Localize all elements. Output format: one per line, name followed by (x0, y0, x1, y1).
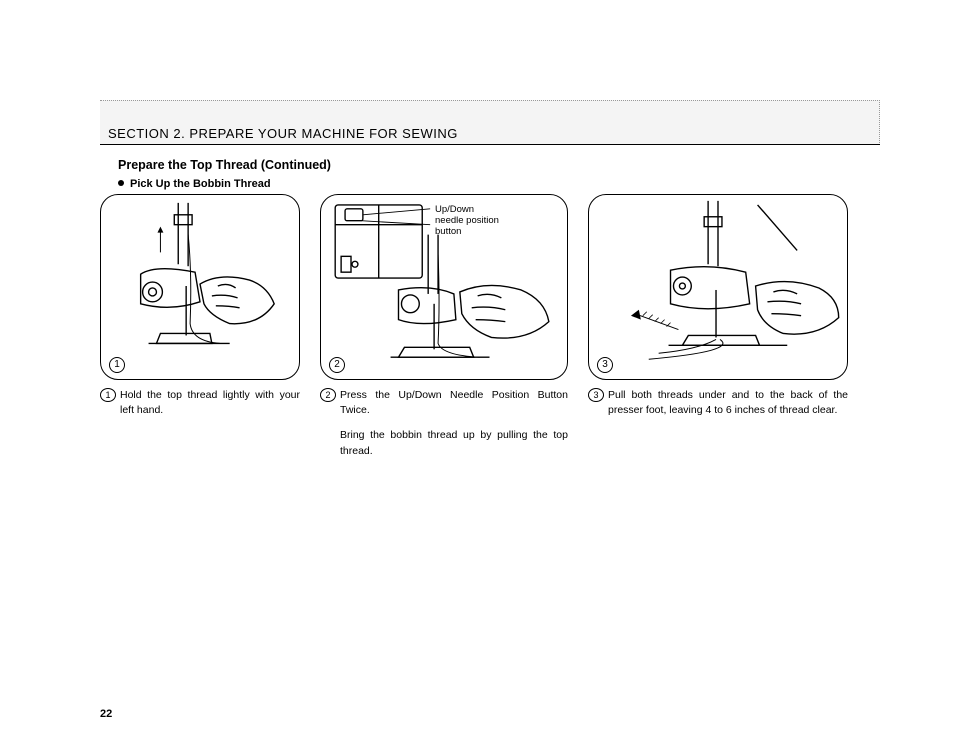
caption-3-number: 3 (588, 388, 604, 402)
bullet-text: Pick Up the Bobbin Thread (130, 178, 271, 190)
illustration-3-svg (589, 195, 847, 379)
panel-number-3: 3 (597, 357, 613, 373)
illustration-1-svg (101, 195, 299, 379)
subheading: Prepare the Top Thread (Continued) (118, 158, 331, 172)
bullet-heading: Pick Up the Bobbin Thread (118, 178, 271, 190)
caption-2b-text: Bring the bobbin thread up by pulling th… (320, 428, 568, 458)
caption-row: 1 Hold the top thread lightly with your … (100, 388, 880, 459)
section-title: SECTION 2. PREPARE YOUR MACHINE FOR SEWI… (108, 126, 458, 141)
caption-3: 3 Pull both threads under and to the bac… (588, 388, 848, 459)
page: SECTION 2. PREPARE YOUR MACHINE FOR SEWI… (0, 0, 954, 750)
caption-1: 1 Hold the top thread lightly with your … (100, 388, 300, 459)
illustration-3: 3 (588, 194, 848, 380)
illustration-1: 1 (100, 194, 300, 380)
panel-number-1: 1 (109, 357, 125, 373)
caption-2: 2 Press the Up/Down Needle Position Butt… (320, 388, 568, 459)
panel-number-2: 2 (329, 357, 345, 373)
illustration-row: 1 (100, 194, 880, 380)
caption-1-number: 1 (100, 388, 116, 402)
page-number: 22 (100, 708, 112, 720)
updown-button-label: Up/Down needle position button (435, 205, 499, 238)
caption-3-text: Pull both threads under and to the back … (608, 388, 848, 418)
caption-2-number: 2 (320, 388, 336, 402)
caption-2a-text: Press the Up/Down Needle Position Button… (340, 388, 568, 418)
caption-1-text: Hold the top thread lightly with your le… (120, 388, 300, 418)
section-underline (100, 144, 880, 145)
illustration-2: Up/Down needle position button 2 (320, 194, 568, 380)
bullet-icon (118, 180, 124, 186)
